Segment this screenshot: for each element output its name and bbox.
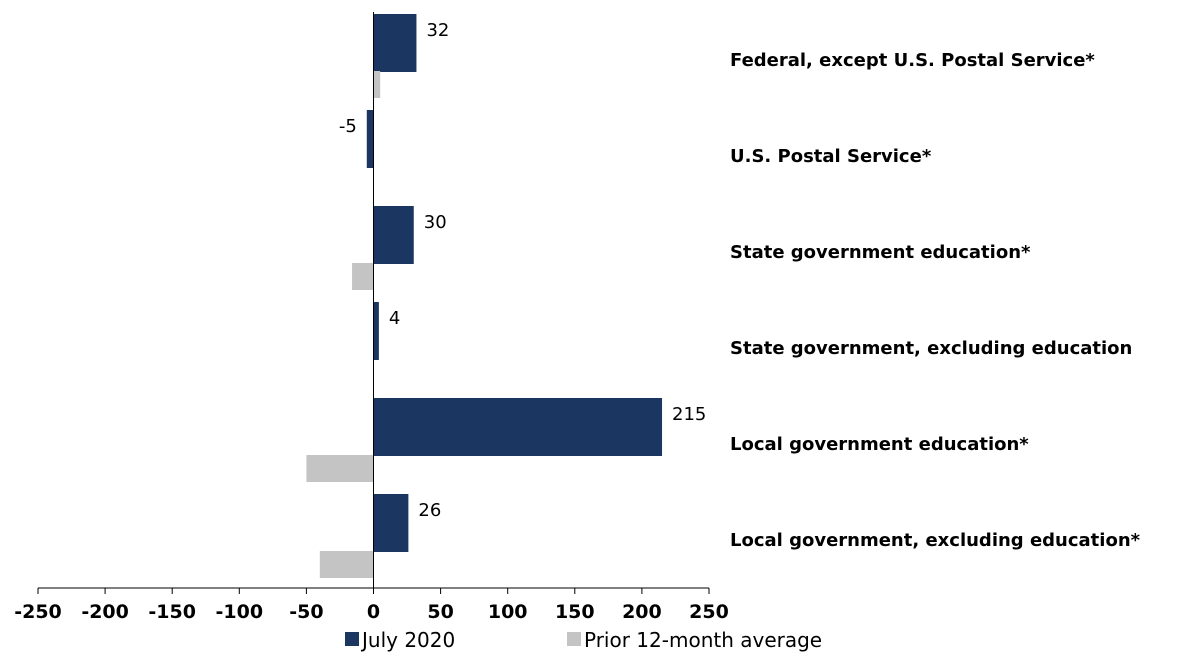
data-label: 32 — [426, 20, 449, 41]
category-label: State government, excluding education — [730, 338, 1132, 359]
x-tick-label: -100 — [216, 601, 264, 623]
bars-layer — [306, 14, 663, 578]
x-tick-label: -200 — [81, 601, 129, 623]
legend-label: Prior 12-month average — [584, 628, 822, 652]
legend-swatch — [345, 632, 359, 646]
data-label: 4 — [389, 308, 400, 329]
x-tick-label: 0 — [367, 601, 380, 623]
bar-prior-12-month-average — [306, 455, 374, 482]
legend-swatch — [567, 632, 581, 646]
bar-prior-12-month-average — [319, 551, 374, 578]
legend: July 2020 Prior 12-month average — [345, 628, 822, 652]
x-tick-label: 250 — [689, 601, 729, 623]
bar-july-2020 — [373, 206, 414, 264]
x-tick-label: -150 — [148, 601, 196, 623]
x-tick-label: 50 — [427, 601, 453, 623]
bar-july-2020 — [373, 302, 379, 360]
labels-layer: 32 Federal, except U.S. Postal Service* -5… — [339, 20, 1141, 551]
category-label: State government education* — [730, 242, 1031, 263]
x-tick-label: 200 — [622, 601, 662, 623]
x-tick-label: -250 — [14, 601, 62, 623]
category-label: U.S. Postal Service* — [730, 146, 932, 167]
category-label: Local government education* — [730, 434, 1029, 455]
data-label: 26 — [418, 500, 441, 521]
x-tick-label: 150 — [555, 601, 595, 623]
bar-prior-12-month-average — [352, 263, 374, 290]
bar-july-2020 — [366, 110, 374, 168]
x-tick-label: 100 — [488, 601, 528, 623]
legend-label: July 2020 — [360, 628, 455, 652]
bar-prior-12-month-average — [373, 71, 381, 98]
category-label: Local government, excluding education* — [730, 530, 1141, 551]
data-label: 30 — [424, 212, 447, 233]
bar-july-2020 — [373, 398, 663, 456]
data-label: -5 — [339, 116, 357, 137]
category-label: Federal, except U.S. Postal Service* — [730, 50, 1095, 71]
data-label: 215 — [672, 404, 706, 425]
bar-july-2020 — [373, 494, 409, 552]
x-tick-label: -50 — [289, 601, 323, 623]
x-axis: -250 -200 -150 -100 -50 0 50 100 150 200 250 — [14, 12, 729, 623]
bar-july-2020 — [373, 14, 417, 72]
